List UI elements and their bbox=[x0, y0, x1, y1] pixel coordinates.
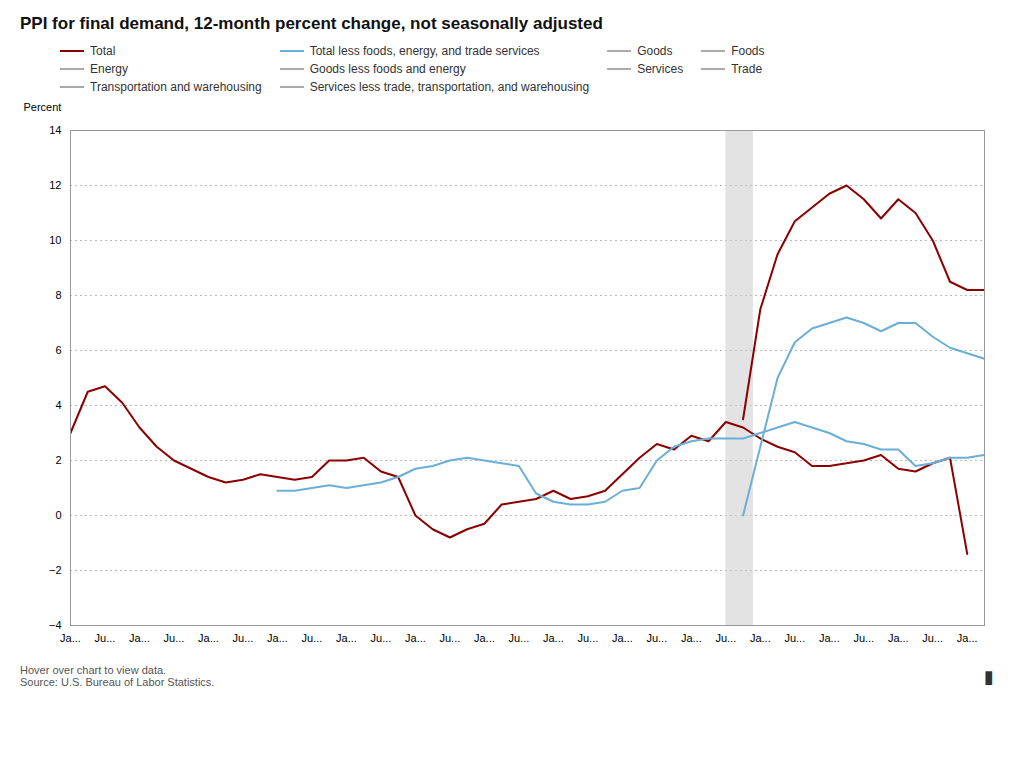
svg-text:−2: −2 bbox=[49, 564, 62, 576]
svg-text:Ja...: Ja... bbox=[612, 632, 633, 644]
svg-text:Percent: Percent bbox=[24, 101, 62, 113]
svg-text:Ja...: Ja... bbox=[888, 632, 909, 644]
svg-text:Ja...: Ja... bbox=[819, 632, 840, 644]
html-text:Hover over chart to view data.: Hover over chart to view data. bbox=[20, 664, 167, 676]
svg-text:2: 2 bbox=[55, 454, 61, 466]
svg-text:Ja...: Ja... bbox=[198, 632, 219, 644]
svg-text:Ju...: Ju... bbox=[439, 632, 460, 644]
html-text:Services less trade, transport: Services less trade, transportation, and… bbox=[309, 80, 590, 94]
svg-text:Ja...: Ja... bbox=[543, 632, 564, 644]
svg-text:Ju...: Ju... bbox=[577, 632, 598, 644]
html-text:Transportation and warehousing: Transportation and warehousing bbox=[90, 80, 262, 94]
svg-text:4: 4 bbox=[55, 399, 61, 411]
svg-text:Ju...: Ju... bbox=[784, 632, 805, 644]
svg-text:Ja...: Ja... bbox=[681, 632, 702, 644]
svg-text:Ju...: Ju... bbox=[233, 632, 254, 644]
svg-text:Ja...: Ja... bbox=[336, 632, 357, 644]
html-text:Goods less foods and energy: Goods less foods and energy bbox=[309, 62, 466, 76]
svg-text:14: 14 bbox=[49, 124, 61, 136]
svg-text:Ja...: Ja... bbox=[474, 632, 495, 644]
svg-text:Ju...: Ju... bbox=[164, 632, 185, 644]
svg-text:Ju...: Ju... bbox=[646, 632, 667, 644]
html-text:Energy: Energy bbox=[90, 62, 128, 76]
svg-text:Ja...: Ja... bbox=[405, 632, 426, 644]
svg-text:0: 0 bbox=[55, 509, 61, 521]
html-text:Goods: Goods bbox=[637, 44, 673, 58]
svg-text:−4: −4 bbox=[49, 619, 62, 631]
html-text:PPI for final demand, 12-month: PPI for final demand, 12-month percent c… bbox=[20, 14, 603, 33]
svg-text:6: 6 bbox=[55, 344, 61, 356]
svg-text:Ju...: Ju... bbox=[508, 632, 529, 644]
svg-text:Ju...: Ju... bbox=[853, 632, 874, 644]
svg-text:Ja...: Ja... bbox=[750, 632, 771, 644]
html-text:Total less foods, energy, and: Total less foods, energy, and trade serv… bbox=[309, 44, 540, 58]
svg-text:8: 8 bbox=[55, 289, 61, 301]
svg-text:Ja...: Ja... bbox=[60, 632, 81, 644]
svg-text:Ja...: Ja... bbox=[129, 632, 150, 644]
svg-text:Ja...: Ja... bbox=[267, 632, 288, 644]
svg-text:Ju...: Ju... bbox=[371, 632, 392, 644]
svg-text:12: 12 bbox=[49, 179, 61, 191]
svg-text:Ju...: Ju... bbox=[715, 632, 736, 644]
svg-text:Ju...: Ju... bbox=[922, 632, 943, 644]
html-text:Source: U.S. Bureau of Labor S: Source: U.S. Bureau of Labor Statistics. bbox=[20, 676, 215, 688]
html-text:Total: Total bbox=[90, 44, 116, 58]
svg-text:Ju...: Ju... bbox=[302, 632, 323, 644]
svg-text:10: 10 bbox=[49, 234, 61, 246]
svg-text:Ju...: Ju... bbox=[95, 632, 116, 644]
svg-text:Ja...: Ja... bbox=[957, 632, 978, 644]
html-text:Foods: Foods bbox=[731, 44, 765, 58]
html-text:Services: Services bbox=[637, 62, 684, 76]
html-text:Trade: Trade bbox=[731, 62, 763, 76]
